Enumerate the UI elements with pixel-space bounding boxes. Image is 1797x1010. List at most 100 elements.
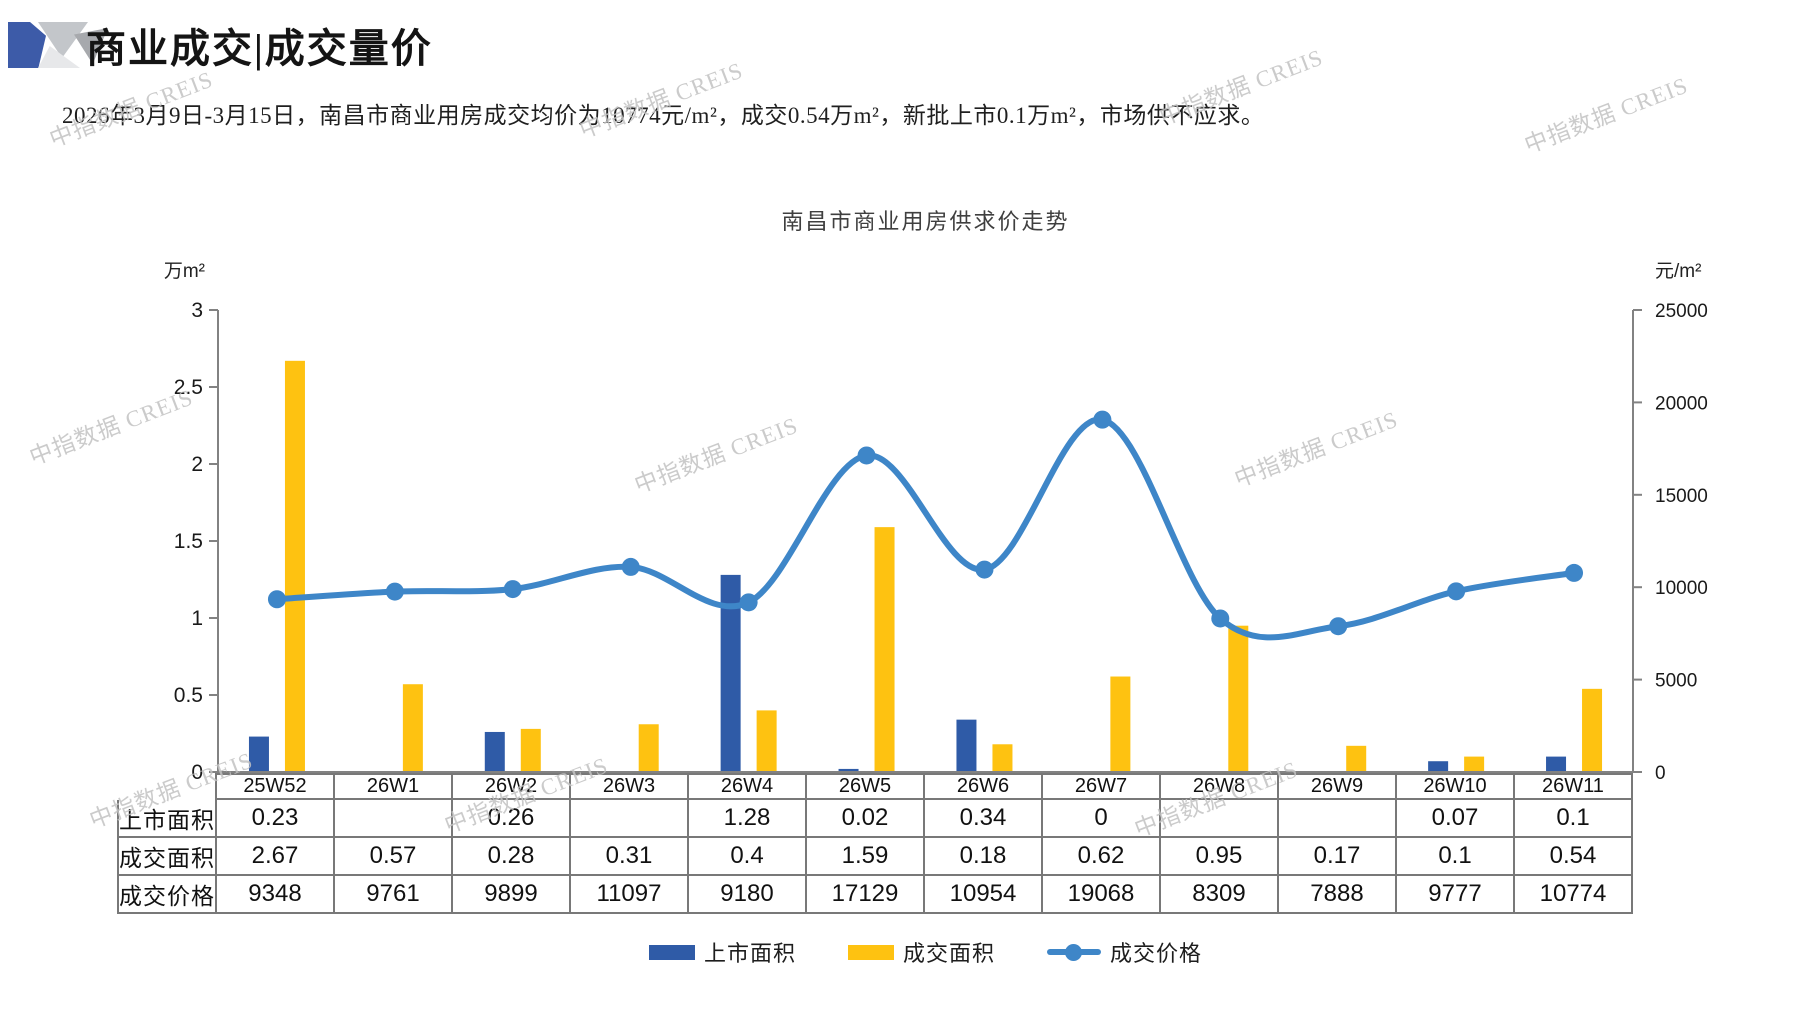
left-axis-tick-label: 3: [191, 299, 203, 322]
table-cell: 9180: [689, 876, 807, 914]
price-line-marker: [503, 580, 522, 599]
chart-title: 南昌市商业用房供求价走势: [781, 209, 1070, 234]
bar-sold-area: [756, 710, 777, 772]
page-title: 商业成交|成交量价: [86, 26, 433, 71]
table-cell: 11097: [571, 876, 689, 914]
table-cell: 0.26: [453, 800, 571, 838]
bar-sold-area: [874, 527, 895, 772]
bar-sold-area: [1582, 688, 1603, 772]
table-cell: 0.28: [453, 838, 571, 876]
price-line-marker: [1565, 563, 1584, 582]
chart-legend: 上市面积 成交面积 成交价格: [218, 936, 1633, 968]
table-week-header: 26W10: [1397, 773, 1515, 800]
price-line-marker: [1329, 617, 1348, 636]
table-cell: [571, 800, 689, 838]
price-line: [273, 416, 1578, 641]
left-axis-tick-label: 2.5: [174, 376, 203, 399]
bar-listed-area: [956, 719, 977, 772]
creis-logo: [8, 20, 108, 70]
right-axis-tick-label: 10000: [1655, 578, 1708, 599]
table-cell: [335, 800, 453, 838]
right-axis-tick-label: 15000: [1655, 486, 1708, 507]
price-line-marker: [1093, 410, 1112, 429]
table-week-header: 26W7: [1043, 773, 1161, 800]
bar-listed-area: [484, 731, 505, 772]
legend-label: 成交价格: [1110, 941, 1203, 966]
table-week-header: 26W1: [335, 773, 453, 800]
table-cell: 9777: [1397, 876, 1515, 914]
left-axis-tick-label: 1.5: [174, 530, 203, 553]
legend-item: 上市面积: [648, 936, 796, 968]
table-cell: 0.95: [1161, 838, 1279, 876]
table-cell: 1.28: [689, 800, 807, 838]
table-cell: 0.62: [1043, 838, 1161, 876]
left-axis-tick-label: 0: [191, 761, 203, 784]
table-row-label: 成交面积: [117, 838, 217, 876]
left-axis-tick-label: 0.5: [174, 684, 203, 707]
table-week-header: 26W6: [925, 773, 1043, 800]
price-line-marker: [267, 590, 286, 609]
table-cell: 7888: [1279, 876, 1397, 914]
bar-sold-area: [402, 684, 423, 772]
table-cell: 9348: [217, 876, 335, 914]
price-line-marker: [739, 593, 758, 612]
table-cell: 10954: [925, 876, 1043, 914]
price-line-marker: [1211, 609, 1230, 628]
bar-sold-area: [638, 724, 659, 772]
legend-bar-swatch: [648, 944, 695, 960]
bar-listed-area: [1428, 761, 1449, 772]
price-line-marker: [385, 582, 404, 601]
table-cell: [1161, 800, 1279, 838]
table-cell: 10774: [1515, 876, 1633, 914]
legend-label: 上市面积: [703, 941, 796, 966]
bar-sold-area: [520, 728, 541, 772]
table-row-label: 成交价格: [117, 876, 217, 914]
table-cell: 0.23: [217, 800, 335, 838]
price-line-marker: [857, 446, 876, 465]
legend-label: 成交面积: [902, 941, 995, 966]
legend-line-marker: [1065, 943, 1082, 961]
bar-sold-area: [1110, 676, 1131, 772]
report-summary: 2026年3月9日-3月15日，南昌市商业用房成交均价为10774元/m²，成交…: [62, 103, 1265, 128]
table-row-label: 上市面积: [117, 800, 217, 838]
price-line-marker: [621, 557, 640, 576]
table-cell: 0.34: [925, 800, 1043, 838]
price-line-marker: [975, 560, 994, 579]
table-cell: 1.59: [807, 838, 925, 876]
data-table: 25W52 26W1 26W2 26W3 26W4 26W5 26W6 26W7 26W8 26W…: [117, 773, 1633, 914]
table-week-header: 26W11: [1515, 773, 1633, 800]
table-cell: 0.02: [807, 800, 925, 838]
table-cell: 0.07: [1397, 800, 1515, 838]
bar-sold-area: [1228, 625, 1249, 772]
table-cell: 0.17: [1279, 838, 1397, 876]
table-week-header: 26W8: [1161, 773, 1279, 800]
bar-sold-area: [1464, 756, 1485, 772]
table-week-header: 26W4: [689, 773, 807, 800]
right-axis-unit: 元/m²: [1655, 261, 1702, 282]
table-week-header: 26W3: [571, 773, 689, 800]
bar-listed-area: [720, 574, 741, 772]
left-axis-unit: 万m²: [163, 261, 205, 282]
legend-line-swatch: [1047, 943, 1101, 961]
table-cell: 19068: [1043, 876, 1161, 914]
table-week-header: 26W5: [807, 773, 925, 800]
bar-listed-area: [248, 736, 269, 772]
left-axis-tick-label: 1: [191, 607, 203, 630]
table-cell: 0.1: [1515, 800, 1633, 838]
legend-item: 成交价格: [1047, 936, 1202, 968]
table-corner-cell: [117, 773, 217, 800]
table-cell: 0.18: [925, 838, 1043, 876]
table-cell: 9761: [335, 876, 453, 914]
table-cell: 0.54: [1515, 838, 1633, 876]
table-cell: 17129: [807, 876, 925, 914]
legend-bar-swatch: [847, 944, 894, 960]
table-week-header: 26W2: [453, 773, 571, 800]
price-line-marker: [1447, 582, 1466, 601]
table-cell: 0.31: [571, 838, 689, 876]
bar-sold-area: [992, 744, 1013, 772]
bar-listed-area: [838, 768, 859, 772]
table-cell: 0: [1043, 800, 1161, 838]
left-axis-tick-label: 2: [191, 453, 203, 476]
